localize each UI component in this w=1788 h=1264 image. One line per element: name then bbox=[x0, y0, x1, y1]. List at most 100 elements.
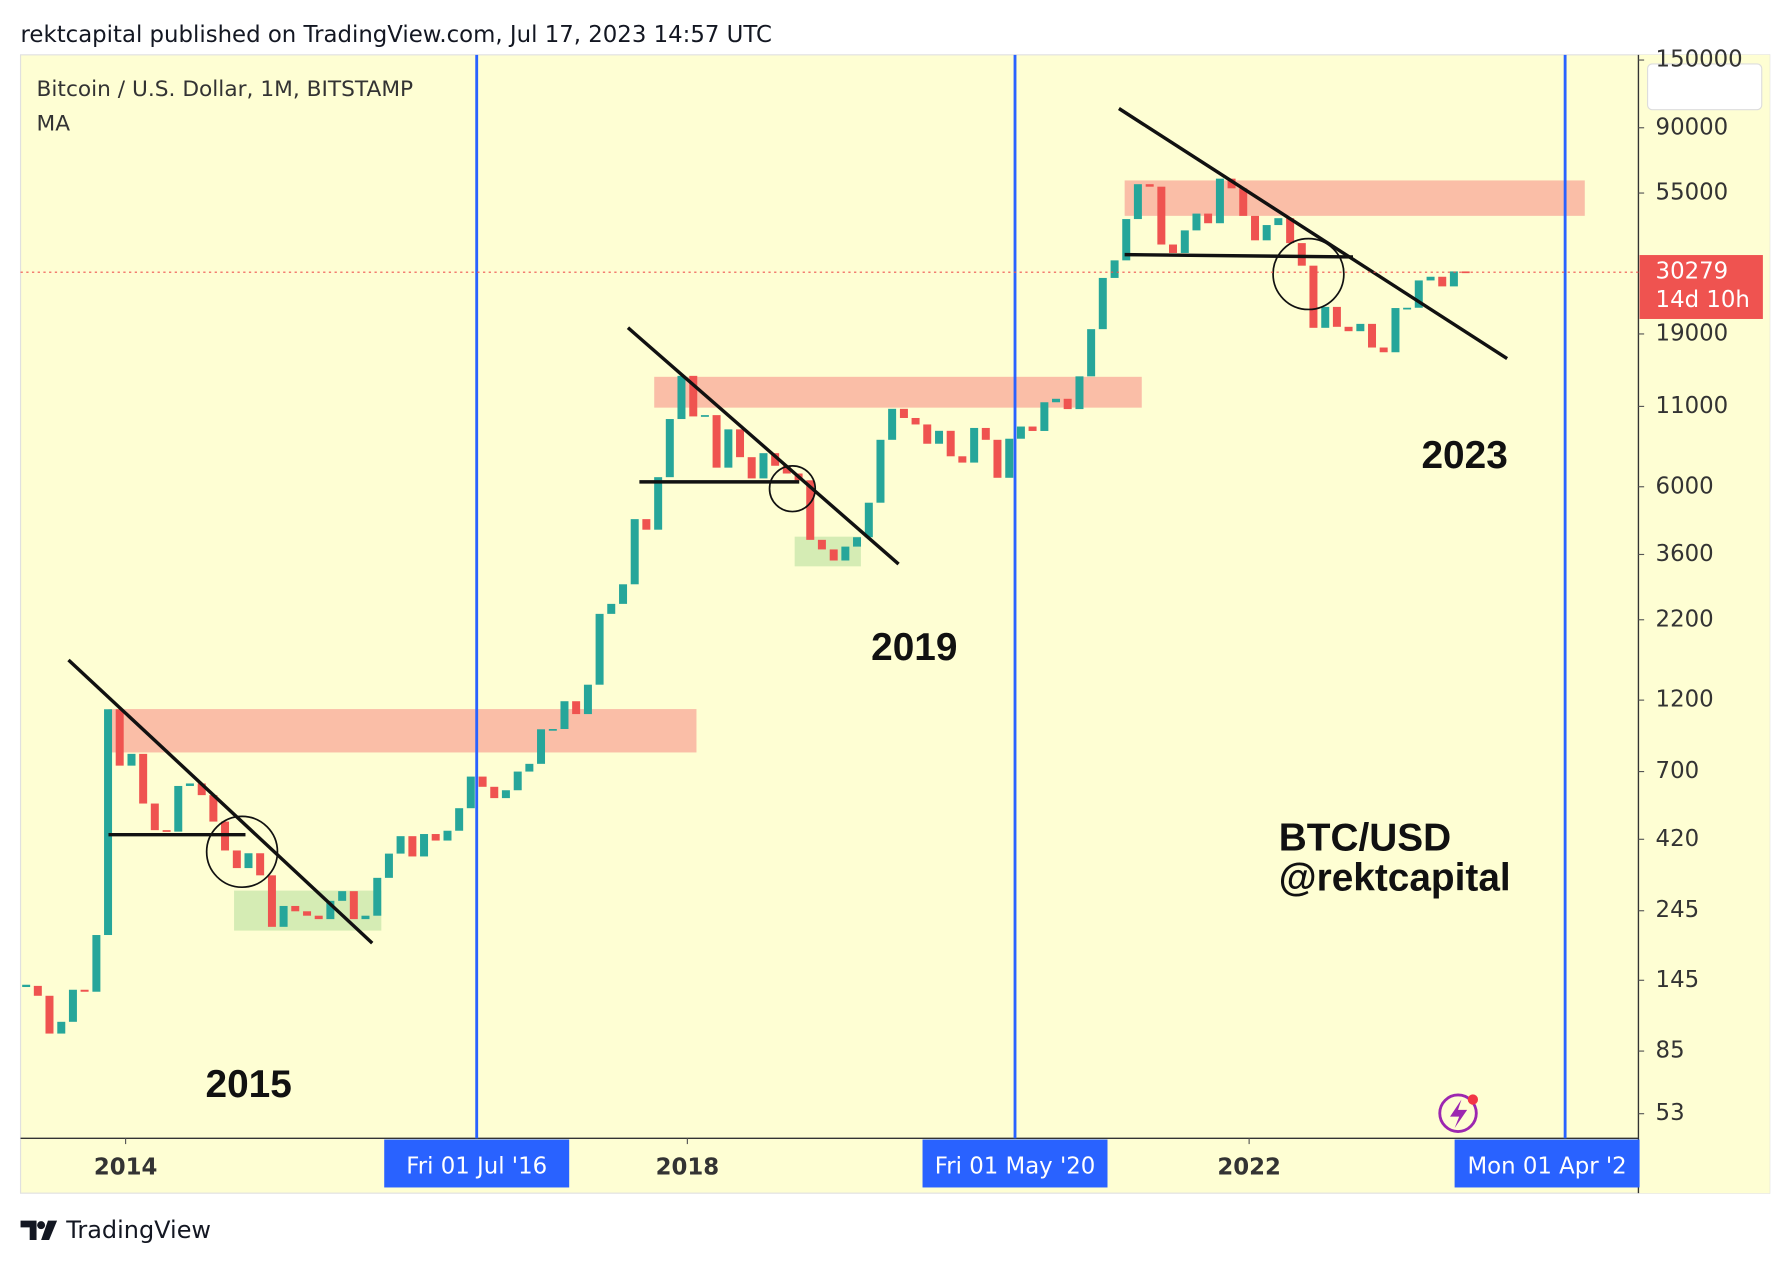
candle bbox=[1414, 280, 1423, 308]
candle bbox=[408, 836, 417, 857]
candle bbox=[1098, 277, 1107, 330]
candle bbox=[197, 783, 206, 796]
candle bbox=[689, 375, 698, 417]
candle bbox=[1040, 402, 1049, 431]
candle bbox=[115, 709, 124, 766]
candle bbox=[314, 915, 323, 920]
x-tick-label: 2022 bbox=[1217, 1155, 1281, 1181]
candle bbox=[373, 877, 382, 916]
date-badge bbox=[384, 1139, 570, 1188]
candle bbox=[782, 465, 791, 474]
resistance-zone bbox=[1124, 180, 1585, 216]
y-tick-label: 53 bbox=[1656, 1100, 1685, 1126]
price-axis bbox=[1639, 54, 1770, 1194]
candle bbox=[724, 429, 733, 468]
alert-bolt bbox=[1450, 1099, 1468, 1129]
candle bbox=[92, 935, 101, 992]
candle bbox=[899, 408, 908, 418]
candle bbox=[1005, 438, 1014, 478]
candle bbox=[1227, 178, 1236, 189]
candle bbox=[1110, 260, 1119, 278]
candle bbox=[431, 834, 440, 841]
x-tick-label: 2018 bbox=[656, 1155, 720, 1181]
candle bbox=[209, 795, 218, 822]
candle bbox=[642, 519, 651, 530]
candle bbox=[958, 456, 967, 463]
candle bbox=[256, 853, 265, 876]
trendline bbox=[67, 658, 374, 945]
support-line bbox=[1124, 252, 1354, 259]
y-tick-label: 6000 bbox=[1656, 473, 1714, 499]
candle bbox=[1297, 243, 1306, 266]
candle bbox=[1145, 184, 1154, 187]
candle bbox=[443, 830, 452, 841]
candle bbox=[665, 419, 674, 478]
axis-box[interactable] bbox=[1646, 63, 1763, 111]
date-badge bbox=[922, 1139, 1108, 1188]
candle bbox=[1379, 347, 1388, 353]
annotation: 2023 bbox=[1421, 434, 1507, 477]
candle bbox=[174, 785, 183, 832]
y-tick-label: 145 bbox=[1656, 967, 1700, 993]
resistance-zone bbox=[108, 709, 697, 753]
alert-dot bbox=[1467, 1094, 1479, 1105]
last-price-badge bbox=[1639, 255, 1763, 319]
logo[interactable]: TradingView bbox=[20, 1216, 211, 1244]
candle bbox=[841, 546, 850, 561]
candle bbox=[771, 453, 780, 466]
highlight-circle bbox=[205, 815, 279, 889]
y-tick-label: 700 bbox=[1656, 758, 1700, 784]
y-tick-label: 2200 bbox=[1656, 606, 1714, 632]
y-tick-label: 1200 bbox=[1656, 687, 1714, 713]
candle bbox=[736, 429, 745, 458]
candle bbox=[80, 989, 89, 992]
candle bbox=[935, 430, 944, 444]
last-price-label: 30279 bbox=[1656, 259, 1729, 285]
support-zone bbox=[234, 890, 382, 931]
footer: TradingView bbox=[65, 1216, 211, 1244]
candle bbox=[981, 427, 990, 440]
candle bbox=[150, 803, 159, 831]
candle bbox=[57, 1021, 66, 1034]
indicator-label[interactable]: MA bbox=[37, 111, 71, 136]
candle bbox=[970, 427, 979, 463]
candle bbox=[1438, 276, 1447, 287]
candle bbox=[104, 709, 113, 936]
y-tick-label: 85 bbox=[1656, 1038, 1685, 1064]
candle bbox=[139, 753, 148, 804]
candle bbox=[923, 424, 932, 444]
candle bbox=[712, 415, 721, 468]
candle bbox=[572, 701, 581, 715]
y-tick-label: 420 bbox=[1656, 826, 1700, 852]
candle bbox=[490, 786, 499, 799]
y-tick-label: 11000 bbox=[1656, 393, 1729, 419]
candle bbox=[759, 453, 768, 479]
candle bbox=[1309, 265, 1318, 328]
candle bbox=[1344, 326, 1353, 332]
candle bbox=[595, 613, 604, 685]
x-tick-label: 2014 bbox=[94, 1155, 158, 1181]
candle bbox=[455, 808, 464, 831]
candle bbox=[525, 763, 534, 772]
candle bbox=[361, 915, 370, 920]
candle bbox=[68, 989, 77, 1022]
y-tick-label: 3600 bbox=[1656, 541, 1714, 567]
candle bbox=[583, 684, 592, 715]
candle bbox=[1215, 178, 1224, 224]
candle bbox=[548, 729, 557, 731]
candle bbox=[1239, 188, 1248, 216]
candle bbox=[1251, 215, 1260, 241]
date-badge bbox=[1454, 1139, 1640, 1188]
candle bbox=[829, 549, 838, 561]
y-tick-label: 90000 bbox=[1656, 114, 1729, 140]
support-zone bbox=[794, 536, 861, 567]
drawings bbox=[67, 107, 1509, 945]
candle bbox=[817, 539, 826, 550]
candle bbox=[654, 477, 663, 530]
alert-icon[interactable] bbox=[1438, 1093, 1479, 1133]
candle bbox=[1274, 218, 1283, 226]
candle bbox=[1087, 329, 1096, 377]
candle bbox=[45, 995, 54, 1034]
candle bbox=[466, 776, 475, 809]
